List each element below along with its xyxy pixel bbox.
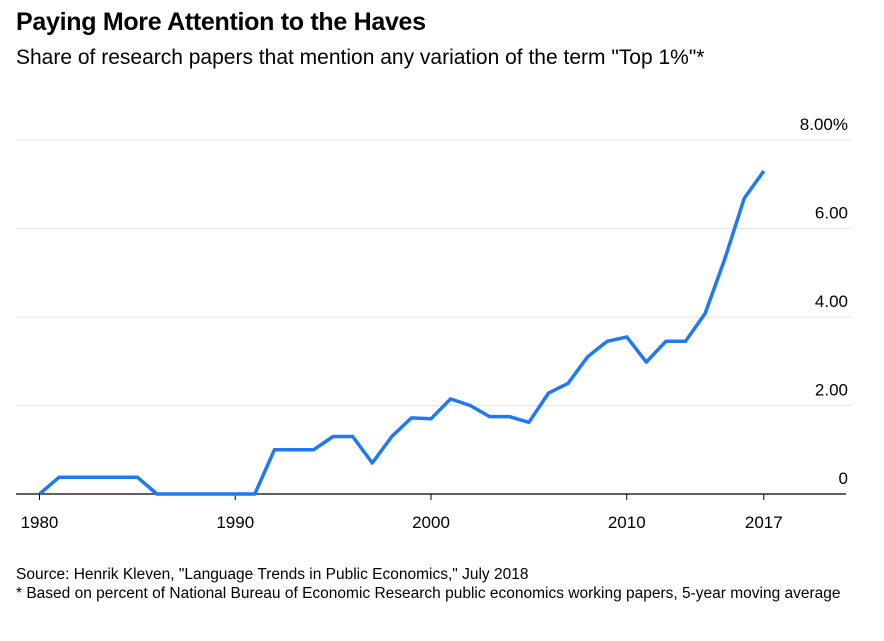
- series-line: [38, 169, 766, 496]
- gridlines: [16, 139, 852, 406]
- y-tick-label: 8.00%: [800, 115, 848, 134]
- source-note: Source: Henrik Kleven, "Language Trends …: [16, 566, 529, 583]
- y-tick-label: 6.00: [815, 204, 848, 223]
- x-tick-label: 2000: [412, 513, 450, 532]
- y-axis-ticks: 0 2.00 4.00 6.00 8.00%: [800, 115, 848, 488]
- x-tick-label: 1980: [21, 513, 59, 532]
- y-tick-label: 0: [839, 469, 848, 488]
- x-tick-label: 1990: [216, 513, 254, 532]
- chart-title: Paying More Attention to the Haves: [16, 8, 426, 36]
- x-axis-ticks: 1980 1990 2000 2010 2017: [21, 494, 783, 532]
- y-tick-label: 2.00: [815, 381, 848, 400]
- x-tick-label: 2010: [608, 513, 646, 532]
- series: [38, 169, 766, 496]
- y-tick-label: 4.00: [815, 292, 848, 311]
- footnote: * Based on percent of National Bureau of…: [16, 585, 841, 602]
- chart-subtitle: Share of research papers that mention an…: [16, 46, 705, 69]
- line-chart: 0 2.00 4.00 6.00 8.00% 1980 1990 2000 2010 2017: [16, 115, 852, 532]
- x-tick-label: 2017: [745, 513, 783, 532]
